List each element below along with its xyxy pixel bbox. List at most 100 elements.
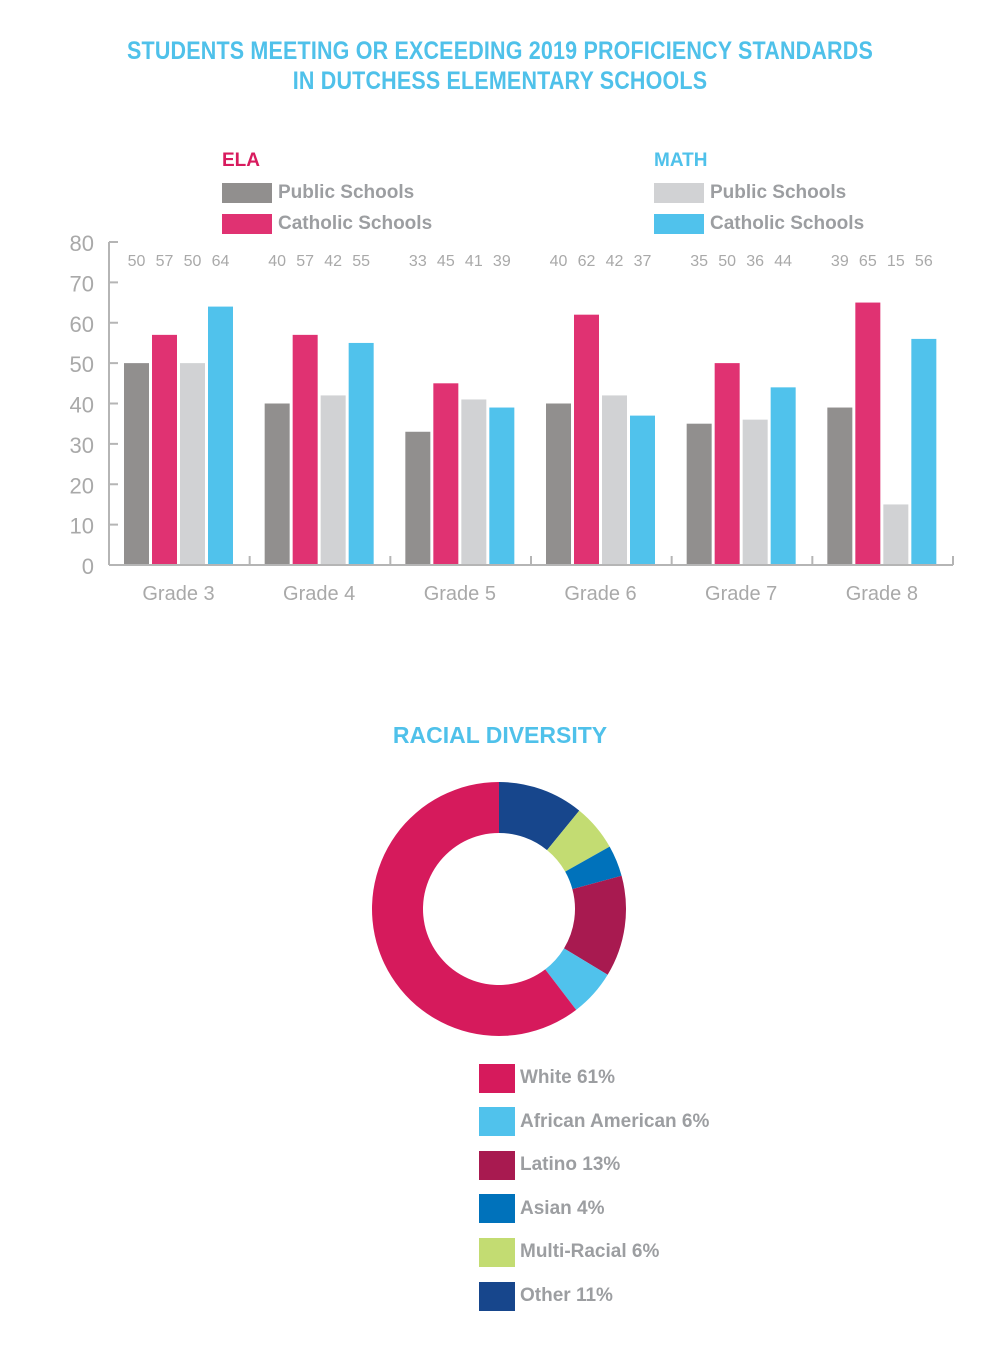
legend-label-math-catholic: Catholic Schools <box>710 213 865 234</box>
donut-slice-asian <box>565 846 622 890</box>
bar-data-label: 15 <box>887 253 905 270</box>
donut-legend-label: Other 11% <box>520 1285 613 1306</box>
donut-legend-swatch <box>479 1237 515 1267</box>
bar-grade-3-math-catholic-schools <box>208 306 233 564</box>
donut-slice-latino <box>564 875 626 975</box>
chart-title-line-1: STUDENTS MEETING OR EXCEEDING 2019 PROFI… <box>127 37 873 65</box>
y-tick-label: 0 <box>82 554 94 579</box>
y-tick-label: 10 <box>70 514 94 539</box>
bar-grade-8-ela-public-schools <box>827 407 853 564</box>
bar-data-label: 40 <box>268 253 286 270</box>
legend-item-ela-catholic: Catholic Schools <box>222 213 432 235</box>
bar-data-label: 33 <box>409 253 427 270</box>
bar-grade-6-ela-catholic-schools <box>574 314 599 564</box>
bar-grade-5-ela-catholic-schools <box>433 383 459 564</box>
donut-legend-item-latino: Latino 13% <box>479 1150 620 1180</box>
bar-data-label: 42 <box>606 253 624 270</box>
bar-data-label: 41 <box>465 253 483 270</box>
bar-data-label: 50 <box>128 253 146 270</box>
bar-grade-3-math-public-schools <box>180 363 205 564</box>
bar-data-label: 37 <box>634 253 652 270</box>
legend-item-math-catholic: Catholic Schools <box>654 213 864 235</box>
chart-title: STUDENTS MEETING OR EXCEEDING 2019 PROFI… <box>70 36 930 96</box>
x-tick-label: Grade 7 <box>705 583 777 605</box>
y-tick-label: 50 <box>70 352 94 377</box>
donut-slice-multi-racial <box>547 810 610 872</box>
donut-legend-label: Asian 4% <box>520 1197 605 1219</box>
bar-grade-3-ela-catholic-schools <box>152 334 177 564</box>
bar-grade-5-math-public-schools <box>461 399 487 564</box>
y-tick-label: 70 <box>70 271 94 296</box>
bar-grade-4-ela-catholic-schools <box>292 334 318 564</box>
donut-legend-label: White 61% <box>520 1067 616 1088</box>
donut-legend-swatch <box>479 1063 515 1093</box>
bar-grade-5-ela-public-schools <box>405 431 431 564</box>
bar-grade-7-ela-catholic-schools <box>714 363 740 564</box>
bar-data-label: 65 <box>859 253 877 270</box>
x-tick-label: Grade 8 <box>846 583 918 605</box>
legend-label-ela-public: Public Schools <box>278 182 415 203</box>
bar-data-label: 35 <box>690 253 708 270</box>
donut-legend-swatch <box>479 1150 515 1180</box>
y-tick-label: 80 <box>70 231 94 256</box>
legend-heading-math: MATH <box>654 150 708 171</box>
bar-data-label: 44 <box>774 253 792 270</box>
donut-slice-white <box>372 782 577 1036</box>
legend-item-ela-public: Public Schools <box>222 182 414 204</box>
bar-grade-7-math-catholic-schools <box>770 387 796 564</box>
donut-legend-item-african-american: African American 6% <box>479 1107 709 1137</box>
donut-legend-swatch <box>479 1281 515 1311</box>
legend-item-math-public: Public Schools <box>654 182 846 204</box>
bar-data-label: 55 <box>352 253 370 270</box>
bar-data-label: 39 <box>493 253 511 270</box>
bar-chart-axes: 0 10 20 30 40 50 60 70 80 <box>70 231 954 579</box>
bar-grade-8-math-catholic-schools <box>911 338 937 564</box>
bar-grade-4-ela-public-schools <box>264 403 290 564</box>
y-tick-label: 40 <box>70 393 94 418</box>
donut-slice-other <box>499 782 580 851</box>
racial-diversity-title: RACIAL DIVERSITY <box>392 722 608 748</box>
donut-legend-swatch <box>479 1107 515 1137</box>
bar-data-label: 57 <box>296 253 314 270</box>
donut-legend-swatch <box>479 1194 515 1224</box>
bar-grade-4-math-catholic-schools <box>348 342 374 564</box>
x-tick-label: Grade 3 <box>142 583 214 605</box>
legend-swatch-ela-public <box>222 183 272 203</box>
bar-data-label: 62 <box>578 253 596 270</box>
legend-label-ela-catholic: Catholic Schools <box>278 213 433 234</box>
bar-grade-5-math-catholic-schools <box>489 407 515 564</box>
bar-grade-3-ela-public-schools <box>124 363 149 564</box>
y-tick-label: 20 <box>70 473 94 498</box>
donut-legend-label: African American 6% <box>520 1110 710 1132</box>
donut-legend-label: Multi-Racial 6% <box>520 1241 660 1263</box>
x-tick-label: Grade 6 <box>564 583 636 605</box>
bar-grade-8-ela-catholic-schools <box>855 302 881 564</box>
bar-chart-bars <box>124 302 937 564</box>
bar-data-label: 57 <box>156 253 174 270</box>
y-tick-label: 30 <box>70 433 94 458</box>
donut-legend-item-other: Other 11% <box>479 1281 613 1311</box>
bar-data-label: 50 <box>718 253 736 270</box>
x-tick-label: Grade 5 <box>424 583 496 605</box>
bar-grade-4-math-public-schools <box>320 395 346 564</box>
legend-heading-ela: ELA <box>222 150 260 171</box>
bar-data-label: 40 <box>550 253 568 270</box>
donut-legend-item-white: White 61% <box>479 1063 615 1093</box>
bar-chart-labels: 50 57 50 64 Grade 3 40 57 42 55 Grade 4 33 45 41 39 Gr… <box>128 253 933 605</box>
legend-swatch-math-catholic <box>654 214 704 234</box>
bar-grade-7-ela-public-schools <box>686 423 712 564</box>
bar-grade-6-ela-public-schools <box>546 403 571 564</box>
chart-title-line-2: IN DUTCHESS ELEMENTARY SCHOOLS <box>292 67 708 95</box>
bar-data-label: 45 <box>437 253 455 270</box>
legend-label-math-public: Public Schools <box>710 182 847 203</box>
bar-grade-6-math-catholic-schools <box>630 415 655 564</box>
donut-slice-african-american <box>545 948 608 1010</box>
bar-data-label: 50 <box>184 253 202 270</box>
donut-legend-item-multi-racial: Multi-Racial 6% <box>479 1237 659 1267</box>
bar-grade-6-math-public-schools <box>602 395 627 564</box>
bar-data-label: 56 <box>915 253 933 270</box>
donut-chart <box>372 782 626 1036</box>
donut-legend-item-asian: Asian 4% <box>479 1194 604 1224</box>
bar-data-label: 39 <box>831 253 849 270</box>
y-tick-label: 60 <box>70 312 94 337</box>
